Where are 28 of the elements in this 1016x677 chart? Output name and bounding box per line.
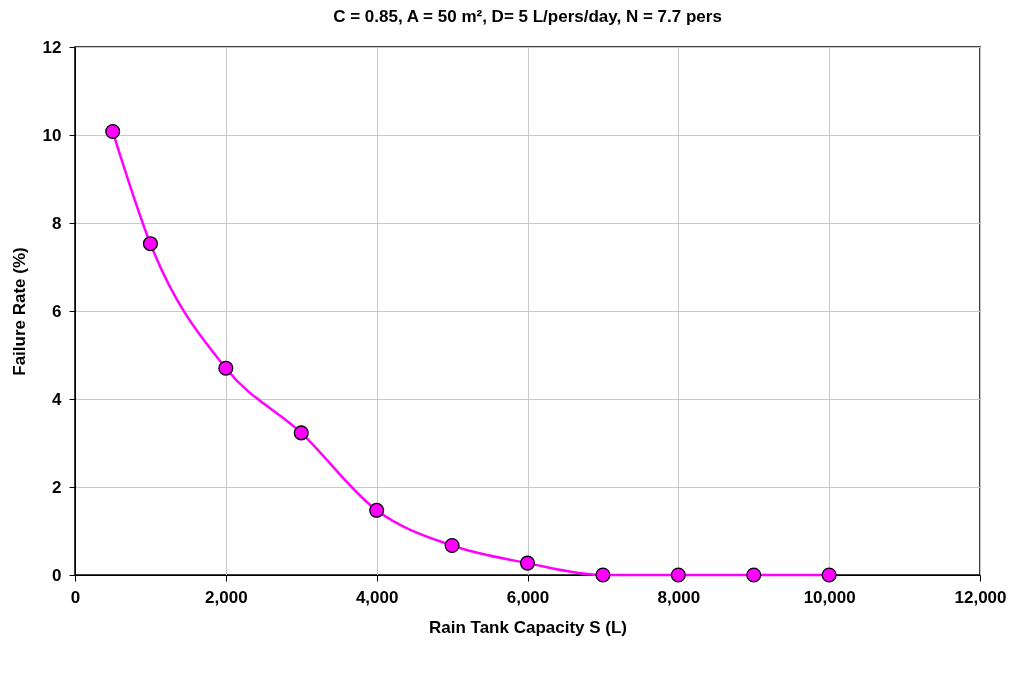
chart-title: C = 0.85, A = 50 m², D= 5 L/pers/day, N = 7.7 pers xyxy=(333,7,722,26)
point xyxy=(595,567,611,583)
point xyxy=(444,537,460,554)
y-tick-label: 4 xyxy=(52,389,63,409)
x-tick-label: 10,000 xyxy=(803,587,856,607)
x-tick-label: 4,000 xyxy=(355,587,399,607)
y-tick-label: 2 xyxy=(52,477,62,497)
point xyxy=(218,360,234,376)
y-axis-title: Failure Rate (%) xyxy=(9,247,29,376)
x-tick-label: 0 xyxy=(70,587,81,607)
point xyxy=(821,567,837,583)
y-tick-label: 10 xyxy=(42,125,62,145)
x-tick-label: 12,000 xyxy=(954,587,1007,607)
y-tick-label: 6 xyxy=(52,301,62,321)
point xyxy=(519,555,536,571)
x-axis-title: Rain Tank Capacity S (L) xyxy=(428,617,628,637)
point xyxy=(293,425,309,441)
y-tick-label: 8 xyxy=(52,213,62,233)
point xyxy=(369,502,385,518)
point xyxy=(670,567,686,583)
y-tick-label: 0 xyxy=(52,565,62,585)
point xyxy=(105,123,121,140)
x-tick-label: 2,000 xyxy=(205,587,248,607)
x-tick-label: 6,000 xyxy=(506,587,550,607)
y-tick-label: 12 xyxy=(42,37,62,57)
x-tick-label: 8,000 xyxy=(657,587,701,607)
point xyxy=(746,567,762,583)
point xyxy=(142,236,158,252)
